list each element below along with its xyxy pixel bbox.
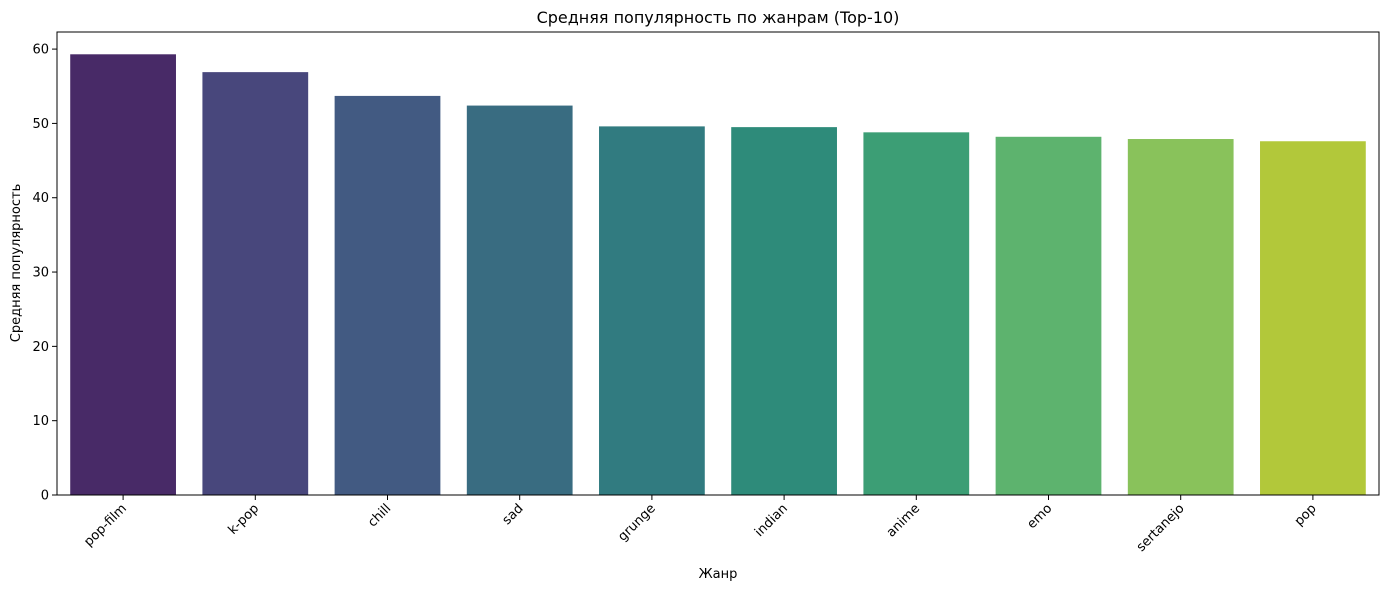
y-tick-label: 30 bbox=[32, 266, 49, 281]
x-tick-label: grunge bbox=[615, 501, 658, 544]
y-tick-label: 50 bbox=[32, 117, 49, 132]
y-tick-label: 40 bbox=[32, 191, 49, 206]
plot-frame bbox=[56, 31, 1380, 496]
bar-k-pop bbox=[202, 72, 309, 495]
y-axis-label: Средняя популярность bbox=[9, 184, 24, 342]
x-tick-label: chill bbox=[365, 501, 394, 530]
x-axis-label: Жанр bbox=[699, 567, 738, 582]
x-axis: pop-film k-pop chill sad grunge indian anime em… bbox=[81, 495, 1320, 555]
y-tick-label: 20 bbox=[32, 340, 49, 355]
bar-sad bbox=[466, 105, 573, 495]
chart-title: Средняя популярность по жанрам (Top-10) bbox=[537, 8, 900, 27]
bar-grunge bbox=[599, 126, 705, 495]
bar-emo bbox=[995, 136, 1102, 495]
x-tick-label: emo bbox=[1024, 501, 1055, 532]
x-tick-label: pop-film bbox=[81, 501, 130, 550]
x-tick-label: indian bbox=[752, 501, 791, 540]
y-tick-label: 10 bbox=[32, 414, 49, 429]
bars-layer bbox=[70, 54, 1366, 496]
x-tick-label: sad bbox=[500, 501, 527, 528]
y-axis: 0 10 20 30 40 50 60 bbox=[32, 43, 57, 504]
bar-anime bbox=[863, 132, 970, 496]
x-tick-label: sertanejo bbox=[1134, 501, 1188, 555]
bar-chill bbox=[334, 95, 441, 495]
bar-pop-film bbox=[70, 54, 176, 495]
bar-indian bbox=[731, 127, 837, 496]
x-tick-label: pop bbox=[1292, 501, 1320, 529]
y-tick-label: 0 bbox=[41, 489, 49, 504]
x-tick-label: k-pop bbox=[226, 501, 263, 538]
y-tick-label: 60 bbox=[32, 43, 49, 58]
x-tick-label: anime bbox=[884, 501, 923, 540]
bar-sertanejo bbox=[1127, 139, 1234, 496]
bar-pop bbox=[1260, 141, 1366, 495]
